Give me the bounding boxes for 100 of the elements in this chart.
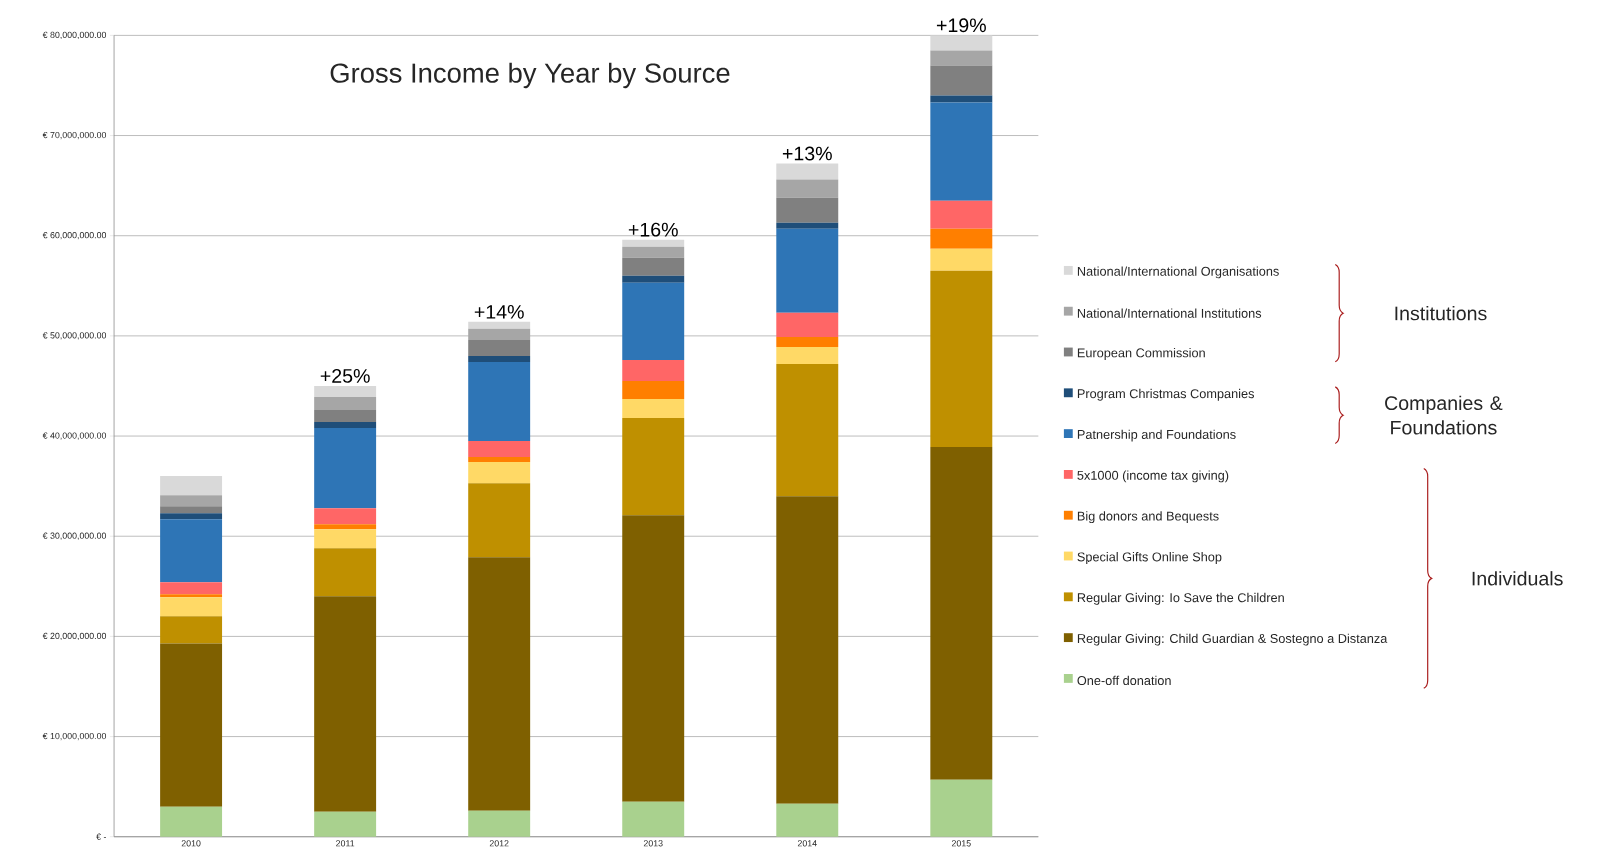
bar xyxy=(776,197,839,223)
bar xyxy=(776,336,839,347)
bar xyxy=(622,275,685,283)
bar xyxy=(776,163,839,180)
bar xyxy=(622,359,685,381)
legend-label: Regular Giving: Child Guardian & Sostegno a Distanza xyxy=(1077,633,1388,646)
bar xyxy=(314,548,377,597)
annotation: +25% xyxy=(320,368,370,383)
bar xyxy=(160,519,223,583)
y-tick-label: € 10,000,000.00 xyxy=(42,732,107,741)
y-tick-label: € 70,000,000.00 xyxy=(42,131,107,140)
bar xyxy=(314,529,377,549)
legend-label: Special Gifts Online Shop xyxy=(1077,551,1222,564)
bar xyxy=(160,643,223,807)
y-tick-label: € 50,000,000.00 xyxy=(42,332,107,340)
y-tick-label: € 80,000,000.00 xyxy=(42,31,107,39)
bar xyxy=(160,594,223,598)
bar xyxy=(930,270,993,447)
bar xyxy=(930,446,993,780)
bar xyxy=(468,483,531,558)
bar xyxy=(160,597,223,617)
bar xyxy=(468,440,531,457)
x-tick-label: 2015 xyxy=(951,840,971,847)
legend-label: Regular Giving: Io Save the Children xyxy=(1077,592,1284,605)
bar xyxy=(622,380,685,399)
bar xyxy=(468,461,531,484)
bar xyxy=(314,524,377,530)
bar xyxy=(468,328,531,340)
bar xyxy=(930,200,993,229)
legend-label: Patnership and Foundations xyxy=(1077,429,1236,442)
bar xyxy=(776,363,839,497)
bar xyxy=(930,95,993,103)
bar xyxy=(314,427,377,509)
bar xyxy=(776,803,839,837)
legend-label: National/International Organisations xyxy=(1077,266,1279,279)
bar xyxy=(930,35,993,51)
bar xyxy=(622,239,685,247)
bar xyxy=(622,257,685,276)
bar xyxy=(468,557,531,811)
annotation: +13% xyxy=(782,146,832,161)
bar xyxy=(160,506,223,514)
bar xyxy=(160,616,223,644)
bar xyxy=(622,801,685,837)
y-tick-label: € 60,000,000.00 xyxy=(42,231,107,240)
bar xyxy=(622,515,685,802)
bar xyxy=(776,228,839,313)
bar xyxy=(160,495,223,507)
annotation: +16% xyxy=(628,222,678,237)
bar xyxy=(622,246,685,258)
legend-label: European Commission xyxy=(1077,347,1205,360)
text: Gross Income by Year by Source xyxy=(330,62,730,89)
bar xyxy=(468,361,531,441)
bar xyxy=(776,346,839,364)
y-tick-label: € - xyxy=(96,833,107,840)
legend-label: Program Christmas Companies xyxy=(1077,388,1255,401)
bar xyxy=(314,811,377,837)
bar xyxy=(930,779,993,837)
y-tick-label: € 30,000,000.00 xyxy=(42,532,107,540)
x-tick-label: 2012 xyxy=(489,840,509,847)
text: Companies & Foundations xyxy=(1385,395,1503,435)
bar xyxy=(930,102,993,201)
annotation: +19% xyxy=(936,18,986,33)
annotation: +14% xyxy=(474,304,524,319)
bar xyxy=(776,222,839,229)
bar xyxy=(776,312,839,337)
bar xyxy=(314,396,377,410)
bar xyxy=(930,50,993,66)
bar xyxy=(468,355,531,362)
bar xyxy=(930,248,993,271)
x-tick-label: 2011 xyxy=(336,840,355,847)
bar xyxy=(314,421,377,428)
bar xyxy=(930,228,993,249)
bar xyxy=(468,456,531,462)
bar xyxy=(776,496,839,804)
legend-label: 5x1000 (income tax giving) xyxy=(1077,470,1229,483)
bar xyxy=(314,385,377,397)
bar xyxy=(468,810,531,837)
bar xyxy=(314,508,377,525)
bar xyxy=(160,806,223,837)
legend-label: One-off donation xyxy=(1077,675,1171,685)
y-tick-label: € 40,000,000.00 xyxy=(42,432,107,440)
legend-label: Big donors and Bequests xyxy=(1077,511,1219,523)
text: Individuals xyxy=(1472,571,1563,586)
bar xyxy=(160,476,223,496)
legend-label: National/International Institutions xyxy=(1077,308,1262,318)
bar xyxy=(776,179,839,198)
x-tick-label: 2013 xyxy=(643,840,663,847)
bar xyxy=(622,417,685,516)
bar xyxy=(468,321,531,329)
bar xyxy=(622,282,685,360)
bar xyxy=(468,339,531,356)
bar xyxy=(314,596,377,812)
bar xyxy=(160,582,223,595)
text: Institutions xyxy=(1395,305,1487,321)
x-tick-label: 2010 xyxy=(181,840,201,847)
x-tick-label: 2014 xyxy=(797,840,817,847)
bar xyxy=(314,409,377,422)
bar xyxy=(160,513,223,520)
bar xyxy=(622,398,685,418)
bar xyxy=(930,65,993,96)
